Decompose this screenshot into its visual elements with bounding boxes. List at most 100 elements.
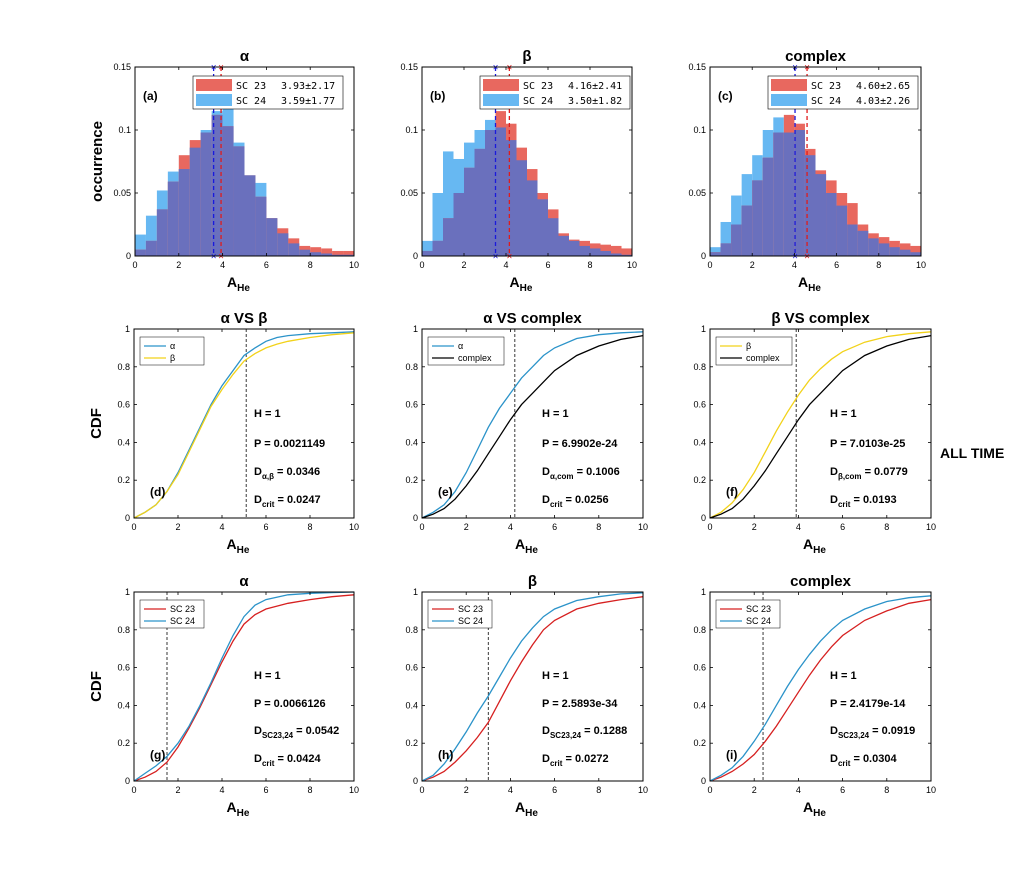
legend-box [139,599,205,629]
legend-label: α [170,341,175,351]
bar-overlap [266,218,278,256]
x-axis-label: AHe [515,536,538,556]
x-tick-label: 8 [308,260,313,270]
bar-overlap [255,196,267,256]
legend-swatch [771,79,807,91]
bar-overlap [527,180,538,256]
x-axis-label: AHe [227,274,250,294]
x-tick-label: 0 [707,260,712,270]
axes-frame [709,66,922,257]
x-tick-label: 0 [132,260,137,270]
y-tick-label: 0.05 [400,188,418,198]
y-tick-label: 0 [701,513,706,523]
x-tick-label: 6 [840,522,845,532]
bar-overlap [277,233,289,256]
bar-sc24 [422,240,433,256]
y-tick-label: 0.8 [405,362,418,372]
y-tick-label: 0 [701,776,706,786]
x-tick-label: 4 [508,522,513,532]
panel-label: (e) [438,485,453,499]
axes-frame [709,591,932,782]
y-tick-label: 0.6 [693,400,706,410]
mean-marker-icon: × [804,63,810,74]
bar-sc23 [910,245,921,256]
bar-overlap [167,181,179,256]
legend-box [715,599,781,629]
x-tick-label: 6 [552,785,557,795]
bar-overlap [156,209,168,256]
cdf-line [421,331,644,519]
x-axis-label: AHe [227,536,250,556]
bar-overlap [762,157,774,256]
y-tick-label: 0.4 [117,437,130,447]
legend-swatch [771,94,807,106]
stat-line: DSC23,24 = 0.1288 [542,725,627,740]
bar-overlap [443,218,454,256]
axes-frame [133,328,355,519]
x-tick-label: 2 [752,522,757,532]
legend-box [139,336,205,366]
y-tick-label: 0.15 [688,62,706,72]
panel-label: (g) [150,748,165,762]
cdf-line [709,331,932,519]
legend-label: SC 23 [523,81,553,92]
y-axis-label: CDF [88,671,105,702]
legend-label: SC 24 [523,96,553,107]
bar-overlap [310,252,322,256]
x-axis-label: AHe [515,799,538,819]
y-tick-label: 0.6 [117,400,130,410]
x-tick-label: 8 [876,260,881,270]
stat-line: H = 1 [254,408,281,420]
bar-overlap [857,230,869,256]
x-tick-label: 0 [419,785,424,795]
chart-title: complex [790,573,852,590]
chart-title: complex [785,48,847,65]
y-tick-label: 0.4 [693,700,706,710]
x-tick-label: 2 [175,785,180,795]
legend-label: SC 23 [170,604,195,614]
y-tick-label: 1 [701,587,706,597]
legend-label: SC 24 [170,616,195,626]
bar-overlap [506,140,517,256]
cdf-line [133,594,355,782]
legend-stats: 3.59±1.77 [281,96,335,107]
x-tick-label: 2 [176,260,181,270]
y-tick-label: 1 [701,324,706,334]
chart-title: α VS complex [483,310,582,327]
y-tick-label: 0.2 [693,738,706,748]
mean-marker-icon: × [506,252,512,263]
legend-stats: 4.60±2.65 [856,81,910,92]
bar-overlap [600,250,611,256]
bar-sc24 [443,151,454,256]
bar-sc23 [332,250,344,256]
bar-overlap [233,146,245,256]
panel-i: SC 23 SC 24 H = 1 P = 2.4179e-14 DSC23,24 = … [693,573,936,819]
x-tick-label: 4 [508,785,513,795]
x-tick-label: 6 [840,785,845,795]
x-tick-label: 2 [461,260,466,270]
chart-title: α [240,48,250,65]
mean-marker-icon: × [211,63,217,74]
x-tick-label: 4 [792,260,797,270]
bar-overlap [548,218,559,256]
y-tick-label: 0.4 [405,437,418,447]
x-tick-label: 8 [884,522,889,532]
bar-overlap [211,114,223,256]
stat-line: Dcrit = 0.0256 [542,494,609,509]
y-tick-label: 0.1 [118,125,131,135]
bar-overlap [794,130,805,256]
bar-overlap [621,254,632,256]
y-tick-label: 0.2 [117,475,130,485]
stat-line: Dα,com = 0.1006 [542,466,620,481]
y-tick-label: 1 [413,324,418,334]
x-tick-label: 4 [796,522,801,532]
y-tick-label: 0 [125,513,130,523]
y-tick-label: 0.4 [117,700,130,710]
y-tick-label: 0.05 [113,188,131,198]
bar-sc24 [135,234,146,256]
bar-overlap [590,248,601,256]
y-tick-label: 1 [125,324,130,334]
y-tick-label: 0.8 [693,362,706,372]
mean-marker-icon: × [804,252,810,263]
